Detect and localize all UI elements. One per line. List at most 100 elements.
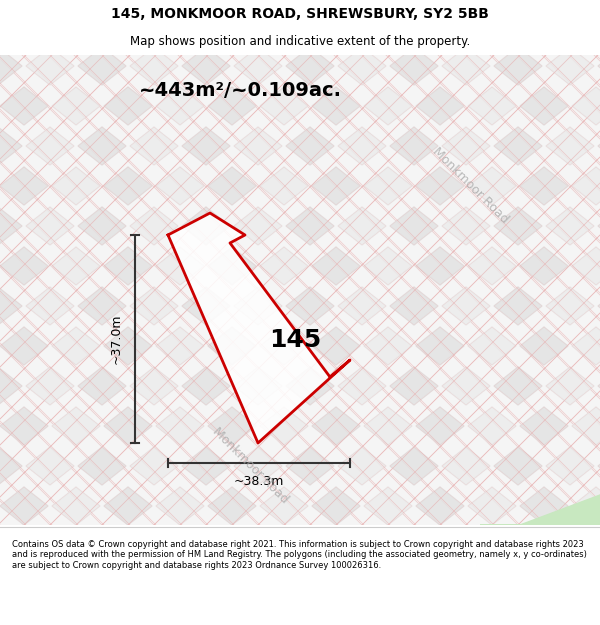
Polygon shape: [390, 47, 438, 85]
Polygon shape: [338, 527, 386, 565]
Polygon shape: [338, 47, 386, 85]
Polygon shape: [338, 367, 386, 405]
Polygon shape: [572, 167, 600, 205]
Polygon shape: [130, 447, 178, 485]
Polygon shape: [546, 127, 594, 165]
Polygon shape: [546, 367, 594, 405]
Polygon shape: [182, 207, 230, 245]
Polygon shape: [546, 207, 594, 245]
Polygon shape: [572, 487, 600, 525]
Polygon shape: [208, 87, 256, 125]
Polygon shape: [286, 367, 334, 405]
Polygon shape: [390, 367, 438, 405]
Polygon shape: [0, 127, 22, 165]
Polygon shape: [572, 247, 600, 285]
Polygon shape: [26, 127, 74, 165]
Polygon shape: [598, 287, 600, 325]
Polygon shape: [52, 167, 100, 205]
Polygon shape: [364, 327, 412, 365]
Polygon shape: [312, 247, 360, 285]
Polygon shape: [468, 247, 516, 285]
Polygon shape: [312, 327, 360, 365]
Polygon shape: [390, 287, 438, 325]
Polygon shape: [0, 167, 48, 205]
Polygon shape: [78, 367, 126, 405]
Polygon shape: [546, 287, 594, 325]
Polygon shape: [598, 207, 600, 245]
Polygon shape: [26, 207, 74, 245]
Polygon shape: [520, 487, 568, 525]
Polygon shape: [364, 87, 412, 125]
Polygon shape: [104, 327, 152, 365]
Polygon shape: [78, 287, 126, 325]
Polygon shape: [260, 247, 308, 285]
Polygon shape: [494, 367, 542, 405]
Polygon shape: [390, 127, 438, 165]
Polygon shape: [0, 87, 48, 125]
Polygon shape: [442, 207, 490, 245]
Polygon shape: [546, 447, 594, 485]
Polygon shape: [312, 407, 360, 445]
Polygon shape: [234, 127, 282, 165]
Polygon shape: [364, 487, 412, 525]
Polygon shape: [182, 367, 230, 405]
Polygon shape: [130, 127, 178, 165]
Polygon shape: [260, 487, 308, 525]
Polygon shape: [338, 127, 386, 165]
Polygon shape: [546, 47, 594, 85]
Text: 145: 145: [269, 328, 321, 352]
Polygon shape: [494, 127, 542, 165]
Polygon shape: [338, 447, 386, 485]
Polygon shape: [442, 447, 490, 485]
Polygon shape: [546, 527, 594, 565]
Polygon shape: [338, 287, 386, 325]
Polygon shape: [598, 47, 600, 85]
Polygon shape: [416, 327, 464, 365]
Polygon shape: [468, 487, 516, 525]
Polygon shape: [208, 407, 256, 445]
Polygon shape: [468, 407, 516, 445]
Polygon shape: [78, 207, 126, 245]
Polygon shape: [364, 167, 412, 205]
Text: Contains OS data © Crown copyright and database right 2021. This information is : Contains OS data © Crown copyright and d…: [12, 540, 587, 570]
Polygon shape: [0, 367, 22, 405]
Polygon shape: [286, 527, 334, 565]
Polygon shape: [416, 167, 464, 205]
Polygon shape: [494, 47, 542, 85]
Polygon shape: [494, 447, 542, 485]
Polygon shape: [234, 527, 282, 565]
Polygon shape: [494, 207, 542, 245]
Polygon shape: [416, 487, 464, 525]
Polygon shape: [338, 207, 386, 245]
Polygon shape: [0, 327, 48, 365]
Polygon shape: [52, 487, 100, 525]
Polygon shape: [182, 447, 230, 485]
Polygon shape: [78, 527, 126, 565]
Polygon shape: [442, 127, 490, 165]
Polygon shape: [156, 167, 204, 205]
Polygon shape: [208, 327, 256, 365]
Polygon shape: [442, 287, 490, 325]
Polygon shape: [182, 47, 230, 85]
Polygon shape: [572, 407, 600, 445]
Polygon shape: [390, 527, 438, 565]
Polygon shape: [0, 447, 22, 485]
Polygon shape: [104, 407, 152, 445]
Polygon shape: [104, 87, 152, 125]
Polygon shape: [286, 287, 334, 325]
Polygon shape: [52, 327, 100, 365]
Text: ~37.0m: ~37.0m: [110, 314, 123, 364]
Polygon shape: [234, 367, 282, 405]
Polygon shape: [442, 527, 490, 565]
Polygon shape: [286, 207, 334, 245]
Polygon shape: [26, 447, 74, 485]
Polygon shape: [26, 287, 74, 325]
Text: Map shows position and indicative extent of the property.: Map shows position and indicative extent…: [130, 35, 470, 48]
Text: Monkmoor Road: Monkmoor Road: [430, 144, 511, 226]
Polygon shape: [598, 527, 600, 565]
Polygon shape: [468, 87, 516, 125]
Polygon shape: [598, 447, 600, 485]
Polygon shape: [0, 527, 22, 565]
Polygon shape: [520, 407, 568, 445]
Polygon shape: [78, 447, 126, 485]
